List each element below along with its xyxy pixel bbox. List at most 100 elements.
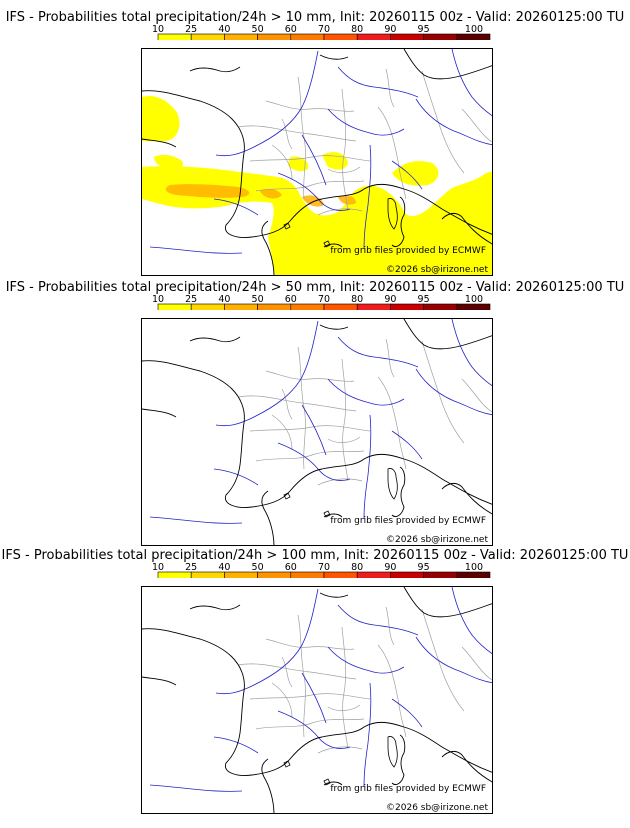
colorbar-tick-label: 25 (185, 562, 197, 573)
colorbar-tick-label: 80 (351, 562, 363, 573)
river (277, 442, 351, 481)
colorbar-tick-label: 25 (185, 294, 197, 305)
precip-probability-map (142, 587, 492, 813)
colorbar-tick-label: 90 (384, 24, 396, 35)
copyright-credit: ©2026 sb@irizone.net (386, 265, 488, 275)
colorbar-tick-label: 70 (318, 562, 330, 573)
colorbar-tick-label: 90 (384, 562, 396, 573)
coastline (142, 360, 492, 508)
coastline (403, 587, 492, 618)
river (451, 587, 492, 655)
colorbar-tick-label: 50 (252, 294, 264, 305)
admin-border (249, 693, 371, 700)
admin-border (249, 425, 371, 432)
admin-border (265, 638, 355, 650)
river (149, 784, 243, 792)
admin-border (385, 338, 395, 378)
island-outline (323, 778, 331, 786)
precip-probability-map (142, 319, 492, 545)
colorbar-tick-label: 50 (252, 24, 264, 35)
colorbar-tick-label: 10 (152, 562, 164, 573)
river (213, 736, 259, 754)
colorbar-tick-label: 100 (465, 294, 483, 305)
river (337, 336, 419, 368)
admin-border (281, 656, 293, 688)
admin-border (297, 614, 306, 738)
coastline (189, 66, 241, 73)
colorbar-tick-label: 80 (351, 24, 363, 35)
precip-area-low-probability (154, 154, 184, 170)
admin-border (421, 608, 465, 712)
precip-area-higher-probability (338, 195, 356, 205)
admin-border (255, 718, 365, 730)
coastline (403, 319, 492, 350)
admin-border (317, 208, 363, 216)
coastline (189, 336, 241, 343)
colorbar-tick-label: 40 (218, 24, 230, 35)
colorbar-tick-label: 80 (351, 294, 363, 305)
colorbar-tick-label: 50 (252, 562, 264, 573)
admin-border (421, 70, 465, 174)
admin-border (237, 395, 357, 412)
admin-border (327, 166, 361, 173)
admin-border (281, 388, 293, 420)
colorbar-tick-label: 100 (465, 24, 483, 35)
river (215, 320, 319, 427)
precip-area-higher-probability (260, 188, 282, 199)
island-outline (387, 468, 398, 500)
colorbar-tick-label: 10 (152, 24, 164, 35)
colorbar-tick-label: 10 (152, 294, 164, 305)
river (451, 49, 492, 117)
admin-border (265, 100, 355, 112)
precip-area-higher-probability (165, 184, 250, 198)
river (301, 404, 327, 456)
admin-border (461, 378, 492, 413)
colorbar-swatch (456, 303, 491, 310)
coastline (261, 758, 275, 813)
coastline (261, 220, 275, 275)
colorbar-tick-label: 100 (465, 562, 483, 573)
river (327, 378, 405, 406)
coastline (319, 54, 349, 60)
river (415, 368, 492, 416)
coastline (403, 49, 492, 80)
colorbar-tick-label: 60 (285, 562, 297, 573)
river (415, 636, 492, 684)
river (277, 710, 351, 749)
river (363, 682, 372, 788)
source-credit: from grib files provided by ECMWF (330, 516, 486, 526)
colorbar-tick-label: 60 (285, 24, 297, 35)
admin-border (421, 340, 465, 444)
map-frame: from grib files provided by ECMWF ©2026 … (141, 586, 493, 814)
river (149, 516, 243, 524)
river (337, 604, 419, 636)
river (327, 108, 405, 136)
admin-border (327, 436, 361, 443)
coastline (142, 676, 177, 686)
admin-border (461, 646, 492, 681)
colorbar-tick-label: 40 (218, 294, 230, 305)
colorbar-tick-label: 70 (318, 24, 330, 35)
map-frame: from grib files provided by ECMWF ©2026 … (141, 318, 493, 546)
river (215, 50, 319, 157)
copyright-credit: ©2026 sb@irizone.net (386, 535, 488, 545)
panel-title: IFS - Probabilities total precipitation/… (5, 10, 625, 25)
admin-border (385, 68, 395, 108)
panel-title: IFS - Probabilities total precipitation/… (1, 548, 629, 563)
colorbar-tick-label: 95 (418, 294, 430, 305)
panel-title: IFS - Probabilities total precipitation/… (5, 280, 625, 295)
colorbar-tick-label: 60 (285, 294, 297, 305)
coastline (142, 138, 177, 148)
admin-border (271, 682, 293, 718)
admin-border (327, 704, 361, 711)
river (301, 672, 327, 724)
map-panel-100mm: IFS - Probabilities total precipitation/… (0, 538, 630, 814)
admin-border (281, 118, 293, 150)
river (149, 246, 243, 254)
map-frame: from grib files provided by ECMWF ©2026 … (141, 48, 493, 276)
river (215, 588, 319, 695)
coastline (319, 324, 349, 330)
admin-border (377, 644, 407, 738)
admin-border (341, 88, 349, 212)
admin-border (385, 606, 395, 646)
